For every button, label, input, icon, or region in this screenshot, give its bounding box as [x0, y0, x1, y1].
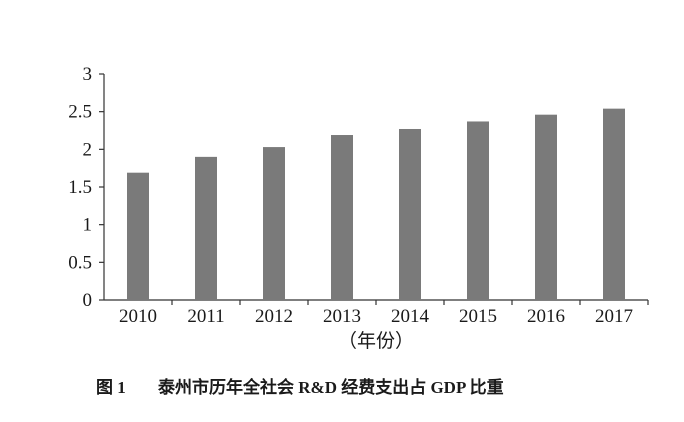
x-tick-label: 2011 [187, 306, 224, 327]
x-axis-title: （年份） [338, 330, 414, 352]
x-tick-label: 2015 [459, 306, 497, 327]
bar-2015 [467, 121, 489, 301]
y-tick-label: 1 [83, 215, 93, 236]
y-tick-label: 0 [83, 290, 93, 311]
y-tick-label: 1.5 [68, 177, 92, 198]
x-tick-label: 2010 [119, 306, 157, 327]
y-tick-label: 2 [83, 139, 93, 160]
x-tick-label: 2012 [255, 306, 293, 327]
bar-2011 [195, 156, 217, 300]
x-tick-label: 2013 [323, 306, 361, 327]
bar-2012 [263, 147, 285, 300]
bar-2014 [399, 128, 421, 300]
bar-2016 [535, 114, 557, 301]
x-tick-label: 2014 [391, 306, 430, 327]
bar-2013 [331, 135, 353, 300]
y-tick-label: 0.5 [68, 252, 92, 273]
y-tick-label: 2.5 [68, 102, 92, 123]
bar-2010 [127, 172, 149, 300]
chart-bars [127, 108, 625, 301]
figure-caption-text: 泰州市历年全社会 R&D 经费支出占 GDP 比重 [158, 377, 504, 397]
figure-caption-label: 图 1 [96, 378, 126, 397]
chart-tick-labels: 0 0.5 1 1.5 2 2.5 3 2010 2011 2012 2013 2014 2015 201… [68, 64, 633, 327]
x-tick-label: 2016 [527, 306, 565, 327]
chart-axes [99, 73, 649, 305]
x-tick-label: 2017 [595, 306, 633, 327]
figure-caption: 图 1 泰州市历年全社会 R&D 经费支出占 GDP 比重 [96, 377, 504, 397]
y-tick-label: 3 [83, 64, 93, 85]
bar-2017 [603, 108, 625, 300]
